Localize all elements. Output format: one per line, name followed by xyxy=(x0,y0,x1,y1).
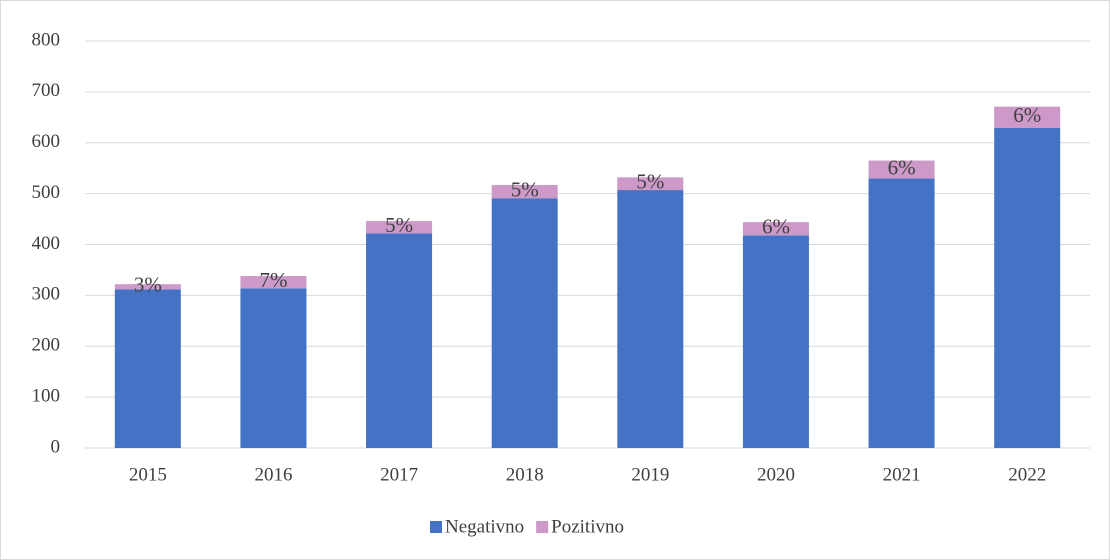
bar-segment xyxy=(994,127,1061,448)
bar-segment xyxy=(114,289,181,448)
x-tick-label: 2017 xyxy=(380,464,418,485)
x-tick-label: 2022 xyxy=(1008,464,1046,485)
legend-swatch xyxy=(536,521,549,533)
y-tick-label: 400 xyxy=(32,233,61,254)
bar-segment xyxy=(868,178,935,449)
bar-segment xyxy=(868,160,935,179)
data-label: 3% xyxy=(134,273,162,297)
data-label: 5% xyxy=(511,177,539,201)
y-tick-label: 600 xyxy=(32,131,61,152)
y-tick-label: 200 xyxy=(32,335,61,356)
bar-segment xyxy=(114,284,181,290)
legend-label: Pozitivno xyxy=(551,516,624,537)
legend-label: Negativno xyxy=(445,516,524,537)
x-tick-label: 2020 xyxy=(757,464,795,485)
data-label: 5% xyxy=(636,170,664,194)
y-tick-label: 800 xyxy=(32,29,61,50)
bar-segment xyxy=(994,106,1061,128)
bar-segment xyxy=(617,177,684,191)
y-tick-label: 100 xyxy=(32,385,61,406)
bar-segment xyxy=(742,222,809,236)
x-tick-label: 2018 xyxy=(506,464,544,485)
bar-segment xyxy=(240,288,307,448)
bar-segment xyxy=(742,235,809,448)
bar-segment xyxy=(491,184,558,199)
x-tick-label: 2019 xyxy=(631,464,669,485)
x-tick-label: 2021 xyxy=(883,464,921,485)
data-label: 6% xyxy=(888,155,916,179)
bar-segment xyxy=(366,221,433,234)
y-tick-label: 700 xyxy=(32,80,61,101)
bar-segment xyxy=(240,276,307,289)
data-label: 6% xyxy=(1013,103,1041,127)
data-label: 7% xyxy=(259,268,287,292)
x-tick-label: 2015 xyxy=(129,464,167,485)
y-tick-label: 0 xyxy=(51,436,61,457)
y-tick-label: 500 xyxy=(32,182,61,203)
x-tick-label: 2016 xyxy=(254,464,292,485)
bar-segment xyxy=(617,190,684,448)
data-label: 5% xyxy=(385,213,413,237)
bar-segment xyxy=(491,198,558,448)
bar-segment xyxy=(366,233,433,448)
data-label: 6% xyxy=(762,215,790,239)
legend-swatch xyxy=(430,521,442,533)
y-tick-label: 300 xyxy=(32,284,61,305)
